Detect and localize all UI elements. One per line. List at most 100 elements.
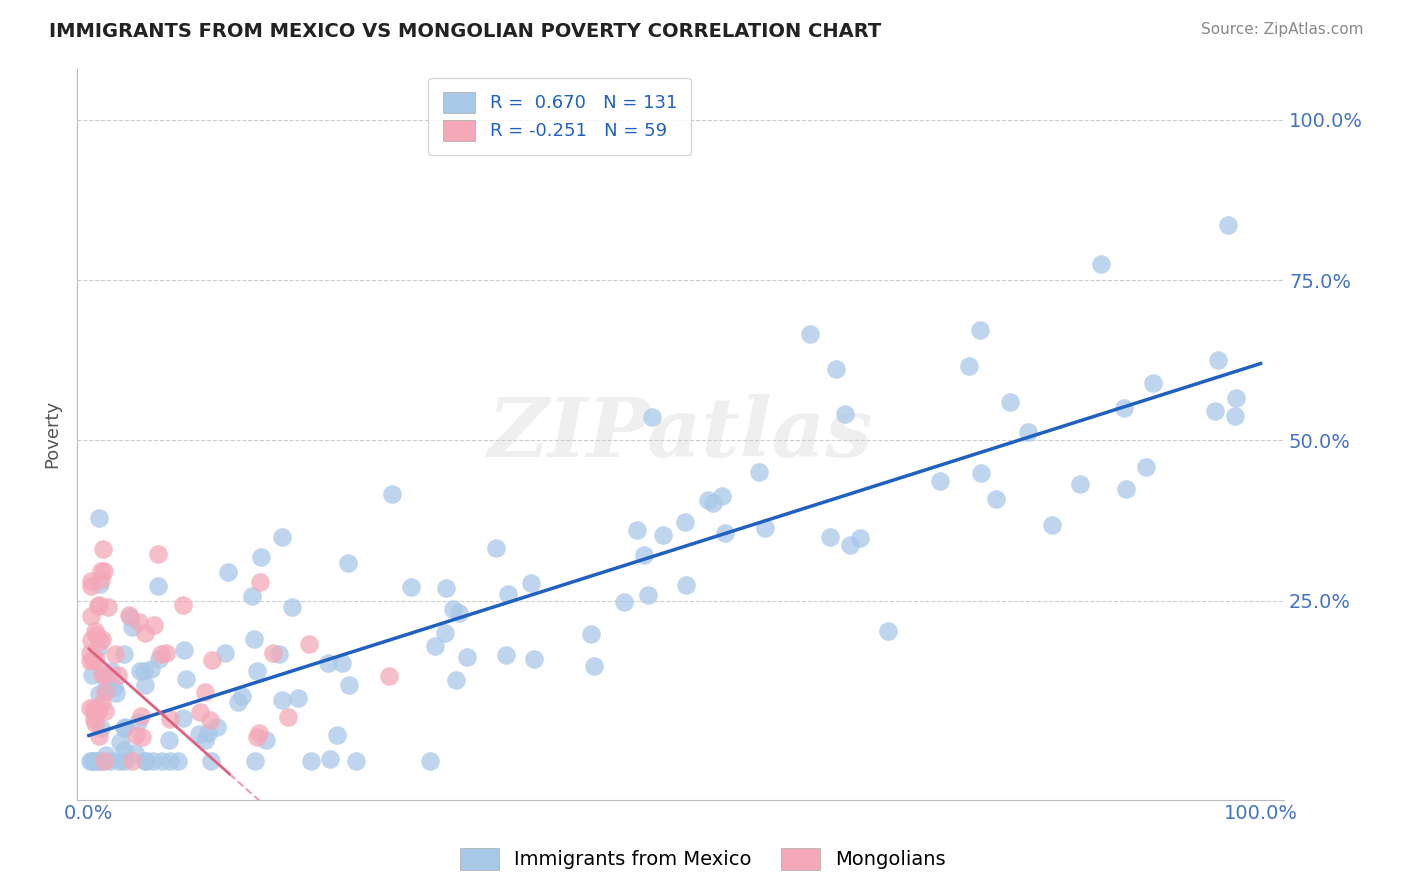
Point — [299, 754, 322, 768]
Point — [247, 726, 270, 740]
Point — [245, 754, 267, 768]
Point — [90, 632, 112, 646]
Point — [824, 362, 846, 376]
Point — [128, 664, 150, 678]
Point — [1135, 459, 1157, 474]
Point — [441, 602, 464, 616]
Point — [984, 491, 1007, 506]
Point — [434, 625, 457, 640]
Point — [818, 530, 841, 544]
Point — [159, 754, 181, 768]
Point — [82, 653, 104, 667]
Point — [87, 641, 110, 656]
Point — [1090, 257, 1112, 271]
Point — [93, 685, 115, 699]
Point — [93, 564, 115, 578]
Point — [93, 668, 115, 682]
Point — [298, 637, 321, 651]
Point — [79, 754, 101, 768]
Point — [83, 712, 105, 726]
Point — [269, 647, 291, 661]
Text: IMMIGRANTS FROM MEXICO VS MONGOLIAN POVERTY CORRELATION CHART: IMMIGRANTS FROM MEXICO VS MONGOLIAN POVE… — [49, 22, 882, 41]
Point — [633, 549, 655, 563]
Point — [710, 490, 733, 504]
Point — [1225, 409, 1247, 423]
Point — [89, 633, 111, 648]
Text: ZIPatlas: ZIPatlas — [488, 394, 873, 474]
Point — [104, 647, 127, 661]
Point — [330, 657, 353, 671]
Point — [250, 549, 273, 564]
Point — [326, 729, 349, 743]
Point — [121, 754, 143, 768]
Point — [149, 647, 172, 661]
Point — [425, 639, 447, 653]
Point — [1225, 391, 1247, 405]
Point — [124, 746, 146, 760]
Point — [319, 752, 342, 766]
Point — [112, 648, 135, 662]
Point — [1142, 376, 1164, 391]
Point — [82, 754, 104, 768]
Point — [249, 575, 271, 590]
Point — [112, 721, 135, 735]
Point — [89, 577, 111, 591]
Point — [166, 754, 188, 768]
Point — [94, 704, 117, 718]
Point — [1112, 401, 1135, 415]
Point — [998, 395, 1021, 409]
Point — [246, 730, 269, 744]
Point — [90, 573, 112, 587]
Point — [217, 565, 239, 579]
Point — [84, 628, 107, 642]
Point — [344, 754, 367, 768]
Point — [754, 521, 776, 535]
Point — [877, 624, 900, 638]
Point — [434, 581, 457, 595]
Point — [89, 511, 111, 525]
Point — [583, 659, 606, 673]
Point — [114, 719, 136, 733]
Point — [834, 407, 856, 421]
Point — [134, 754, 156, 768]
Point — [1216, 218, 1239, 232]
Point — [1040, 518, 1063, 533]
Point — [155, 647, 177, 661]
Point — [87, 703, 110, 717]
Point — [523, 652, 546, 666]
Point — [135, 754, 157, 768]
Point — [86, 754, 108, 768]
Point — [134, 625, 156, 640]
Point — [970, 466, 993, 480]
Point — [91, 541, 114, 556]
Point — [197, 725, 219, 739]
Point — [93, 754, 115, 768]
Point — [79, 701, 101, 715]
Point — [172, 598, 194, 612]
Point — [652, 528, 675, 542]
Point — [280, 600, 302, 615]
Point — [799, 326, 821, 341]
Point — [146, 547, 169, 561]
Point — [96, 676, 118, 690]
Point — [447, 607, 470, 621]
Point — [277, 709, 299, 723]
Point — [89, 598, 111, 612]
Point — [100, 664, 122, 678]
Point — [83, 624, 105, 638]
Y-axis label: Poverty: Poverty — [44, 400, 60, 468]
Point — [84, 651, 107, 665]
Point — [173, 643, 195, 657]
Point — [87, 687, 110, 701]
Point — [231, 689, 253, 703]
Point — [87, 599, 110, 613]
Point — [79, 646, 101, 660]
Point — [98, 754, 121, 768]
Point — [108, 735, 131, 749]
Point — [1069, 476, 1091, 491]
Point — [79, 579, 101, 593]
Point — [112, 743, 135, 757]
Point — [87, 730, 110, 744]
Point — [107, 667, 129, 681]
Point — [80, 633, 103, 648]
